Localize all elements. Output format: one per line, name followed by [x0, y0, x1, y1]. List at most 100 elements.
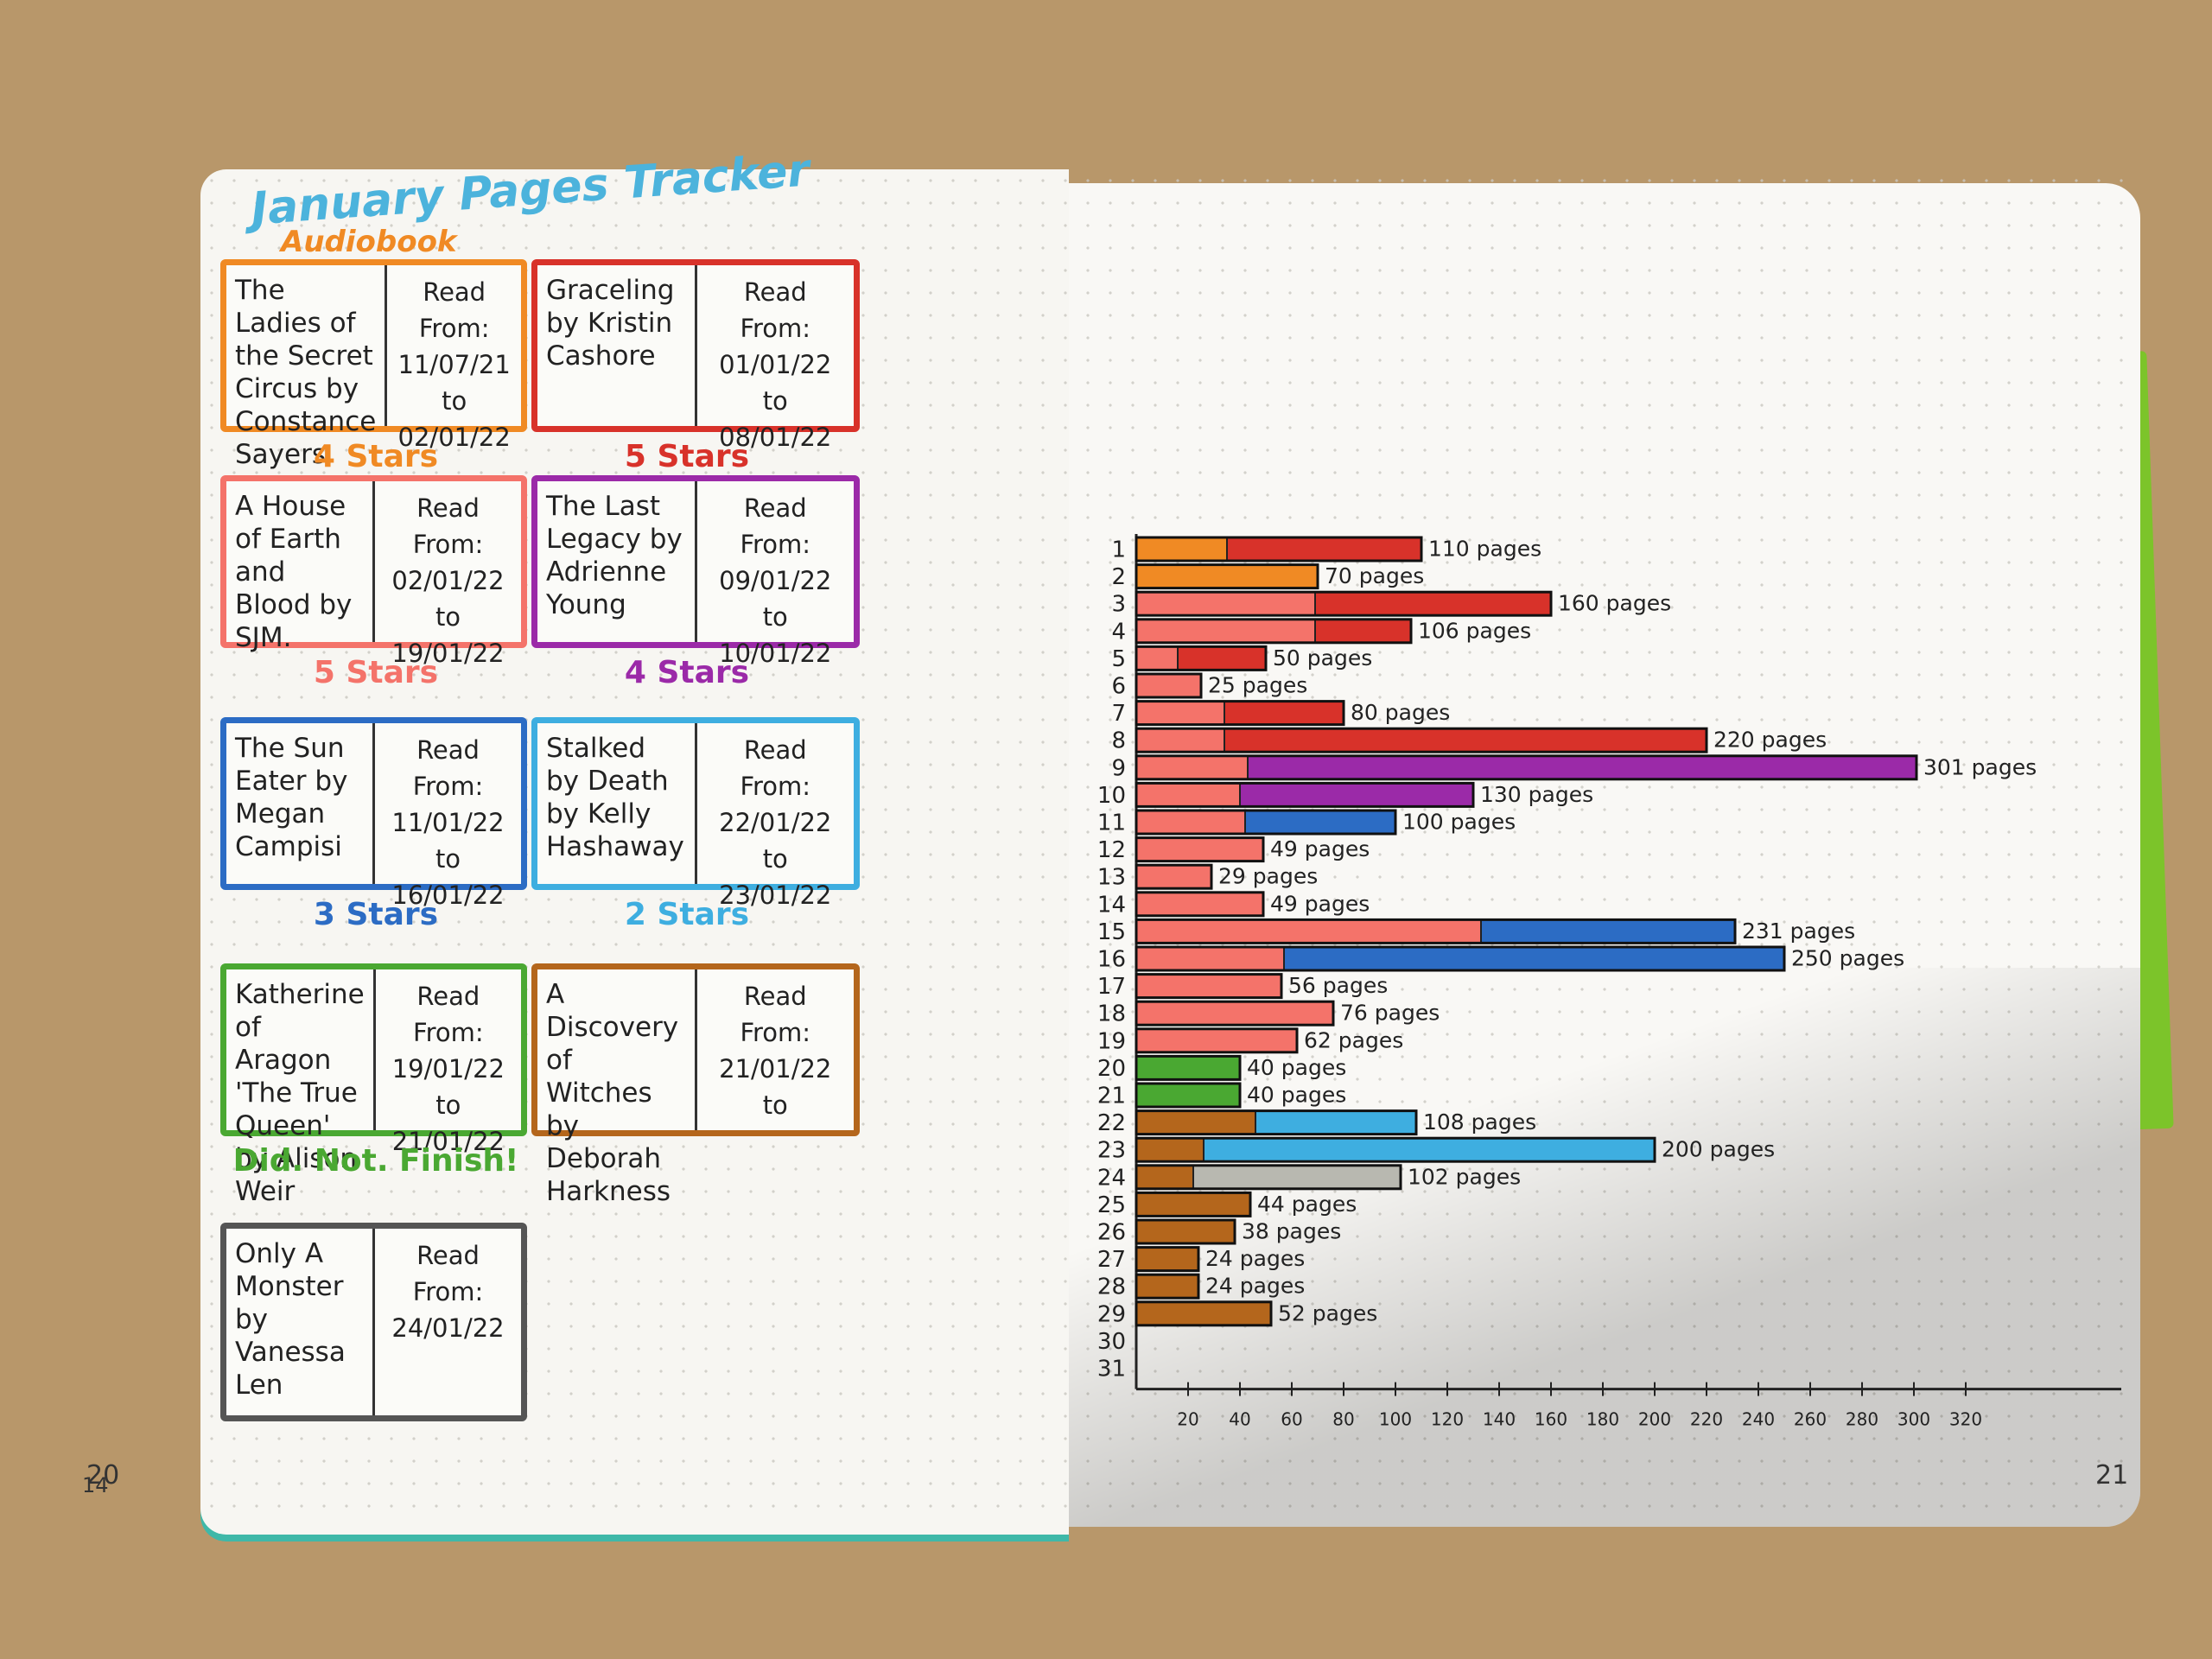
- value-label: 40 pages: [1247, 1055, 1346, 1080]
- date-from: 24/01/22: [391, 1313, 505, 1343]
- value-label: 24 pages: [1205, 1246, 1305, 1271]
- rating: 3 Stars: [313, 897, 439, 932]
- date-from: 02/01/22: [391, 566, 505, 595]
- read-dates: Read From: 09/01/22 to 10/01/22: [697, 481, 855, 668]
- bar-segment: [1135, 1001, 1334, 1027]
- y-tick-label: 4: [1111, 619, 1126, 645]
- value-label: 108 pages: [1423, 1109, 1536, 1135]
- y-tick-label: 5: [1111, 646, 1126, 672]
- date-to: 19/01/22: [391, 639, 505, 668]
- x-tick-label: 100: [1379, 1409, 1412, 1430]
- rating: 5 Stars: [313, 655, 439, 690]
- bar-segment: [1135, 1164, 1194, 1190]
- value-label: 200 pages: [1662, 1137, 1775, 1162]
- book-card: Graceling by Kristin Cashore Read From: 01…: [531, 259, 860, 452]
- bar-segment: [1480, 918, 1736, 944]
- y-tick-label: 26: [1097, 1220, 1126, 1246]
- bar-total: [1135, 1136, 1656, 1163]
- bar-segment: [1135, 946, 1285, 971]
- read-from-label: Read From:: [418, 277, 490, 343]
- value-label: 49 pages: [1270, 836, 1370, 861]
- bar-segment: [1135, 1055, 1241, 1081]
- value-label: 38 pages: [1242, 1219, 1341, 1244]
- value-label: 301 pages: [1923, 754, 2037, 779]
- book-title: A House of Earth and Blood by SJM.: [226, 481, 375, 653]
- y-tick-label: 9: [1111, 755, 1126, 781]
- bar-segment: [1135, 810, 1246, 835]
- to-label: to: [435, 844, 461, 874]
- to-label: to: [762, 602, 788, 632]
- bar-segment: [1135, 673, 1202, 698]
- y-tick-label: 12: [1097, 837, 1126, 863]
- bar-segment: [1224, 700, 1344, 726]
- date-to: 23/01/22: [719, 880, 832, 910]
- date-from: 09/01/22: [719, 566, 832, 595]
- value-label: 56 pages: [1288, 973, 1388, 998]
- to-label: to: [442, 386, 467, 416]
- rating: 5 Stars: [624, 439, 750, 474]
- value-label: 102 pages: [1408, 1164, 1521, 1189]
- bar-segment: [1135, 754, 1249, 780]
- book-title: Katherine of Aragon 'The True Queen' by …: [226, 969, 376, 1207]
- value-label: 49 pages: [1270, 891, 1370, 916]
- date-from: 22/01/22: [719, 808, 832, 837]
- y-tick-label: 29: [1097, 1301, 1126, 1327]
- read-from-label: Read From:: [740, 735, 811, 801]
- bar-segment: [1135, 1109, 1256, 1135]
- x-tick-label: 80: [1332, 1409, 1354, 1430]
- read-from-label: Read From:: [740, 493, 811, 559]
- bar-segment: [1314, 618, 1412, 644]
- value-label: 76 pages: [1340, 1001, 1440, 1026]
- rating: Did. Not. Finish!: [232, 1143, 519, 1179]
- value-label: 70 pages: [1325, 563, 1424, 588]
- read-from-label: Read From:: [412, 735, 484, 801]
- bar-total: [1135, 618, 1413, 645]
- value-label: 250 pages: [1791, 946, 1904, 971]
- book-tag: Audiobook: [281, 225, 457, 259]
- bar-total: [1135, 891, 1265, 918]
- bar-total: [1135, 918, 1737, 944]
- date-from: 21/01/22: [719, 1054, 832, 1084]
- y-tick-label: 30: [1097, 1329, 1126, 1355]
- book-card: A House of Earth and Blood by SJM. Read F…: [220, 475, 527, 668]
- y-tick-label: 3: [1111, 592, 1126, 618]
- bar-total: [1135, 672, 1203, 699]
- bar-segment: [1135, 1274, 1199, 1300]
- page-number: 14: [82, 1473, 109, 1497]
- book-title: The Last Legacy by Adrienne Young: [537, 481, 697, 642]
- read-dates: Read From: 01/01/22 to 08/01/22: [697, 265, 855, 452]
- x-tick-label: 240: [1742, 1409, 1775, 1430]
- value-label: 100 pages: [1402, 810, 1516, 835]
- bar-segment: [1135, 973, 1282, 999]
- y-tick-label: 23: [1097, 1138, 1126, 1164]
- value-label: 40 pages: [1247, 1083, 1346, 1108]
- bar-segment: [1135, 1192, 1251, 1217]
- value-label: 130 pages: [1480, 782, 1593, 807]
- bar-segment: [1135, 645, 1179, 671]
- bar-total: [1135, 645, 1268, 671]
- bar-total: [1135, 1218, 1236, 1245]
- bar-total: [1135, 563, 1319, 590]
- y-tick-label: 10: [1097, 783, 1126, 809]
- y-tick-label: 8: [1111, 728, 1126, 754]
- book-title: A Discovery of Witches by Deborah Harkne…: [537, 969, 697, 1207]
- bar-total: [1135, 973, 1283, 1000]
- date-to: 16/01/22: [391, 880, 505, 910]
- x-tick-label: 200: [1638, 1409, 1671, 1430]
- bar-segment: [1135, 728, 1225, 753]
- x-tick-label: 120: [1431, 1409, 1464, 1430]
- y-tick-label: 1: [1111, 537, 1126, 563]
- bar-total: [1135, 1109, 1418, 1136]
- page-number: 21: [2095, 1460, 2129, 1491]
- bar-total: [1135, 1082, 1242, 1109]
- bar-segment: [1135, 782, 1241, 808]
- value-label: 25 pages: [1208, 673, 1307, 698]
- bar-total: [1135, 700, 1345, 727]
- bar-segment: [1135, 591, 1316, 617]
- x-tick-label: 20: [1177, 1409, 1198, 1430]
- bar-segment: [1203, 1137, 1656, 1163]
- bar-segment: [1135, 1246, 1199, 1272]
- read-dates: Read From: 02/01/22 to 19/01/22: [375, 481, 521, 668]
- bar-segment: [1177, 645, 1267, 671]
- date-to: 02/01/22: [397, 423, 511, 452]
